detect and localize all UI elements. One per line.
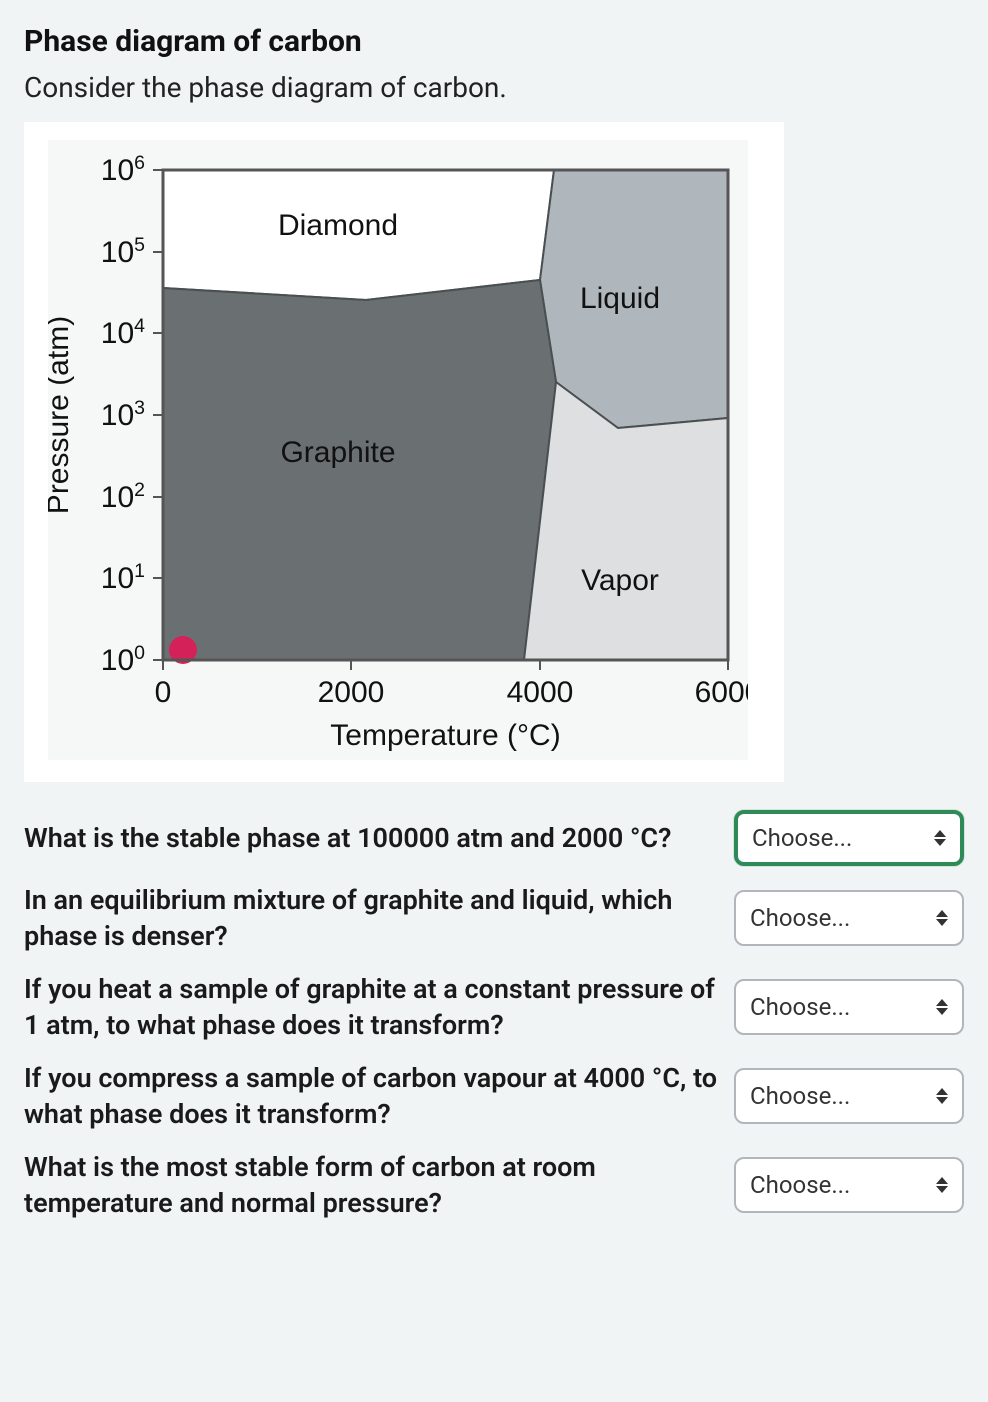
page-subtitle: Consider the phase diagram of carbon. <box>24 71 964 104</box>
question-text: What is the most stable form of carbon a… <box>24 1149 718 1222</box>
question-text: If you compress a sample of carbon vapou… <box>24 1060 718 1133</box>
sort-icon <box>936 1088 948 1104</box>
question-row: In an equilibrium mixture of graphite an… <box>24 882 964 955</box>
questions-list: What is the stable phase at 100000 atm a… <box>24 810 964 1222</box>
select-placeholder: Choose... <box>750 993 850 1021</box>
question-row: If you compress a sample of carbon vapou… <box>24 1060 964 1133</box>
region-label-vapor: Vapor <box>581 564 659 597</box>
select-placeholder: Choose... <box>750 1171 850 1199</box>
select-placeholder: Choose... <box>752 824 852 852</box>
question-row: What is the most stable form of carbon a… <box>24 1149 964 1222</box>
page-title: Phase diagram of carbon <box>24 24 964 59</box>
sort-icon <box>934 830 946 846</box>
region-label-liquid: Liquid <box>580 282 660 315</box>
region-graphite <box>163 280 556 660</box>
select-placeholder: Choose... <box>750 904 850 932</box>
sort-icon <box>936 1177 948 1193</box>
question-row: If you heat a sample of graphite at a co… <box>24 971 964 1044</box>
select-placeholder: Choose... <box>750 1082 850 1110</box>
region-label-graphite: Graphite <box>280 436 395 469</box>
question-row: What is the stable phase at 100000 atm a… <box>24 810 964 866</box>
question-text: What is the stable phase at 100000 atm a… <box>24 820 718 856</box>
region-label-diamond: Diamond <box>278 209 398 242</box>
sort-icon <box>936 910 948 926</box>
x-tick-label: 6000 <box>695 676 748 709</box>
x-tick-label: 0 <box>155 676 172 709</box>
question-text: In an equilibrium mixture of graphite an… <box>24 882 718 955</box>
answer-select[interactable]: Choose... <box>734 810 964 866</box>
y-axis-label: Pressure (atm) <box>48 316 75 514</box>
x-tick-label: 2000 <box>318 676 385 709</box>
answer-select[interactable]: Choose... <box>734 979 964 1035</box>
phase-diagram: Diamond Liquid Graphite Vapor 0 2000 4000 6000 T… <box>48 140 748 760</box>
x-tick-label: 4000 <box>507 676 574 709</box>
question-text: If you heat a sample of graphite at a co… <box>24 971 718 1044</box>
answer-select[interactable]: Choose... <box>734 890 964 946</box>
phase-diagram-container: Diamond Liquid Graphite Vapor 0 2000 4000 6000 T… <box>24 122 784 782</box>
answer-select[interactable]: Choose... <box>734 1068 964 1124</box>
answer-select[interactable]: Choose... <box>734 1157 964 1213</box>
x-axis-label: Temperature (°C) <box>330 719 560 752</box>
sort-icon <box>936 999 948 1015</box>
